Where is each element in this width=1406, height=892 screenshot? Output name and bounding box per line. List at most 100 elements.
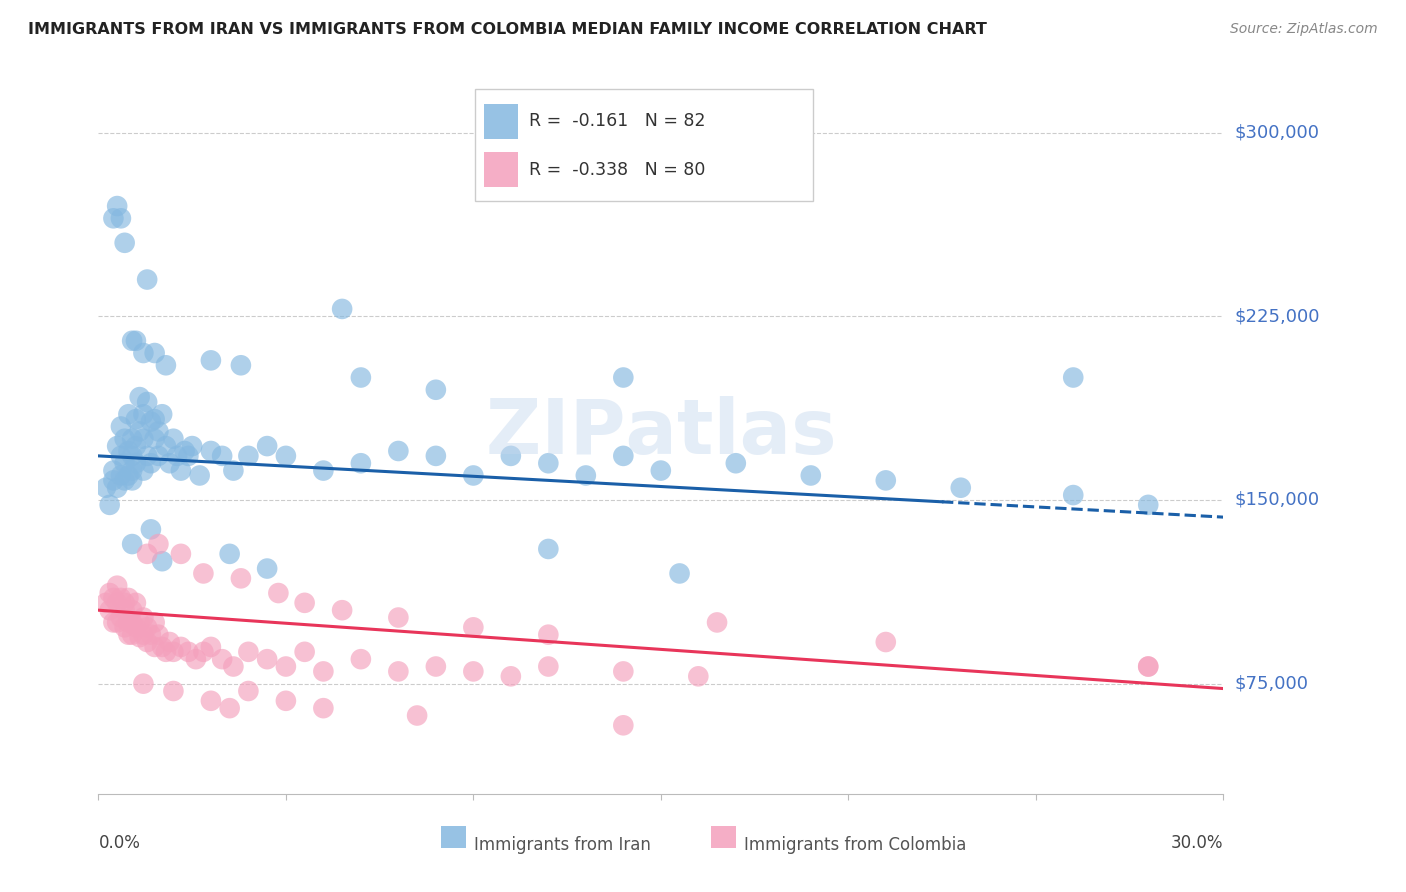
Point [132, 610, 155, 624]
Text: $150,000: $150,000 [1234, 491, 1319, 509]
Point [121, 464, 143, 478]
Point [184, 652, 207, 666]
Point [499, 449, 522, 463]
Point [222, 464, 245, 478]
Point [312, 665, 335, 679]
Point [132, 464, 155, 478]
Bar [711, 826, 737, 848]
Point [117, 468, 139, 483]
Point [650, 464, 672, 478]
Point [612, 449, 634, 463]
Bar [484, 153, 517, 187]
Point [114, 432, 136, 446]
Point [1137, 659, 1160, 673]
Point [173, 444, 195, 458]
Point [143, 412, 166, 426]
Point [575, 468, 598, 483]
Point [537, 541, 560, 556]
Point [121, 537, 143, 551]
Point [162, 684, 184, 698]
Point [117, 615, 139, 630]
Point [706, 615, 728, 630]
Point [463, 468, 485, 483]
Point [139, 628, 162, 642]
Point [200, 444, 222, 458]
Point [949, 481, 972, 495]
Point [162, 432, 184, 446]
Point [125, 456, 148, 470]
Point [150, 640, 173, 654]
Point [668, 566, 690, 581]
Point [350, 456, 373, 470]
Point [350, 370, 373, 384]
Point [143, 615, 166, 630]
Point [136, 395, 159, 409]
Point [132, 407, 155, 421]
Point [612, 370, 634, 384]
Point [177, 449, 200, 463]
Point [267, 586, 290, 600]
Point [110, 610, 132, 624]
Point [155, 645, 177, 659]
Point [1137, 498, 1160, 512]
Point [294, 645, 316, 659]
Point [238, 449, 260, 463]
Point [105, 615, 128, 630]
Point [188, 468, 211, 483]
Point [143, 432, 166, 446]
Point [103, 464, 125, 478]
Point [537, 456, 560, 470]
Text: 30.0%: 30.0% [1171, 834, 1223, 852]
Text: Immigrants from Colombia: Immigrants from Colombia [744, 836, 966, 854]
Point [256, 652, 278, 666]
Point [274, 659, 297, 673]
Text: R =  -0.161   N = 82: R = -0.161 N = 82 [529, 112, 706, 130]
Point [875, 635, 897, 649]
Point [103, 474, 125, 488]
Text: R =  -0.338   N = 80: R = -0.338 N = 80 [529, 161, 706, 178]
Point [132, 432, 155, 446]
Point [537, 659, 560, 673]
Point [139, 522, 162, 536]
Point [170, 464, 193, 478]
Point [463, 665, 485, 679]
Point [166, 449, 188, 463]
Point [125, 334, 148, 348]
FancyBboxPatch shape [475, 89, 813, 202]
Point [105, 481, 128, 495]
Point [125, 620, 148, 634]
Point [98, 603, 121, 617]
Point [114, 603, 136, 617]
Point [170, 547, 193, 561]
Point [143, 346, 166, 360]
Point [117, 407, 139, 421]
Point [136, 272, 159, 286]
Point [103, 211, 125, 226]
Point [148, 425, 170, 439]
Point [177, 645, 200, 659]
Point [105, 199, 128, 213]
Point [499, 669, 522, 683]
Point [211, 652, 233, 666]
Point [148, 628, 170, 642]
Point [724, 456, 747, 470]
Point [139, 456, 162, 470]
Point [612, 665, 634, 679]
Point [94, 596, 117, 610]
Point [132, 676, 155, 690]
Point [114, 620, 136, 634]
Bar [484, 103, 517, 138]
Point [105, 579, 128, 593]
Point [425, 383, 447, 397]
Point [103, 615, 125, 630]
Point [121, 615, 143, 630]
Point [110, 468, 132, 483]
Point [98, 498, 121, 512]
Point [312, 701, 335, 715]
Point [875, 474, 897, 488]
Point [148, 449, 170, 463]
Bar [441, 826, 467, 848]
Point [312, 464, 335, 478]
Point [98, 586, 121, 600]
Point [387, 610, 409, 624]
